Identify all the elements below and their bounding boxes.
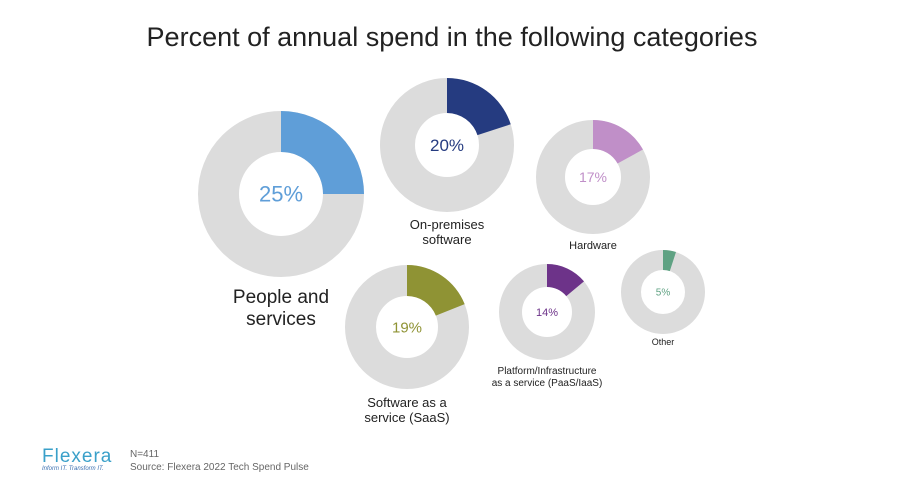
label-paas: Platform/Infrastructure as a service (Paa… — [491, 366, 603, 389]
flexera-logo: Flexera Inform IT. Transform IT. — [42, 446, 113, 472]
value-label-onprem: 20% — [430, 136, 464, 155]
donut-slice-onprem — [447, 78, 511, 136]
value-label-hardware: 17% — [579, 169, 607, 185]
donut-other: 5% — [621, 250, 705, 334]
value-label-people: 25% — [259, 182, 303, 207]
value-label-saas: 19% — [392, 319, 422, 336]
donut-slice-other — [663, 250, 676, 272]
donut-slice-people — [281, 111, 364, 194]
donut-saas: 19% — [345, 265, 469, 389]
sample-size: N=411 — [130, 449, 160, 460]
donut-slice-paas — [547, 264, 584, 297]
label-other: Other — [651, 337, 675, 347]
donut-people: 25% — [198, 111, 364, 277]
donut-slice-hardware — [593, 120, 643, 164]
donut-slice-saas — [407, 265, 465, 316]
value-label-paas: 14% — [536, 307, 558, 319]
label-hardware: Hardware — [569, 240, 617, 252]
value-label-other: 5% — [656, 288, 671, 299]
label-onprem: On-premises software — [409, 217, 485, 247]
chart-title: Percent of annual spend in the following… — [146, 22, 758, 52]
footer: N=411 Source: Flexera 2022 Tech Spend Pu… — [130, 448, 309, 474]
donut-paas: 14% — [499, 264, 595, 360]
source-note: Source: Flexera 2022 Tech Spend Pulse — [130, 462, 309, 473]
donut-hardware: 17% — [536, 120, 650, 234]
label-people: People and services — [232, 287, 330, 330]
donut-onprem: 20% — [380, 78, 514, 212]
label-saas: Software as a service (SaaS) — [364, 395, 450, 425]
